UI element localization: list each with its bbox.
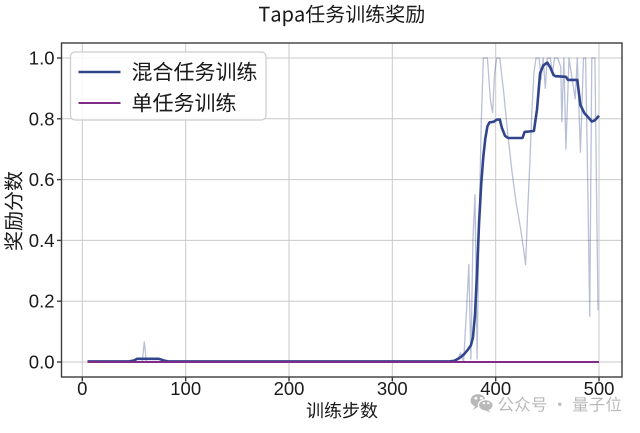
svg-text:200: 200	[274, 378, 305, 399]
svg-text:0.2: 0.2	[29, 291, 55, 312]
svg-text:500: 500	[584, 378, 615, 399]
svg-text:0.8: 0.8	[29, 108, 55, 129]
svg-text:1.0: 1.0	[29, 48, 55, 69]
svg-text:0.4: 0.4	[29, 230, 55, 251]
svg-text:400: 400	[480, 378, 511, 399]
svg-text:100: 100	[170, 378, 201, 399]
svg-text:300: 300	[377, 378, 408, 399]
svg-text:0.0: 0.0	[29, 352, 55, 373]
svg-text:0: 0	[77, 378, 87, 399]
svg-text:0.6: 0.6	[29, 169, 55, 190]
